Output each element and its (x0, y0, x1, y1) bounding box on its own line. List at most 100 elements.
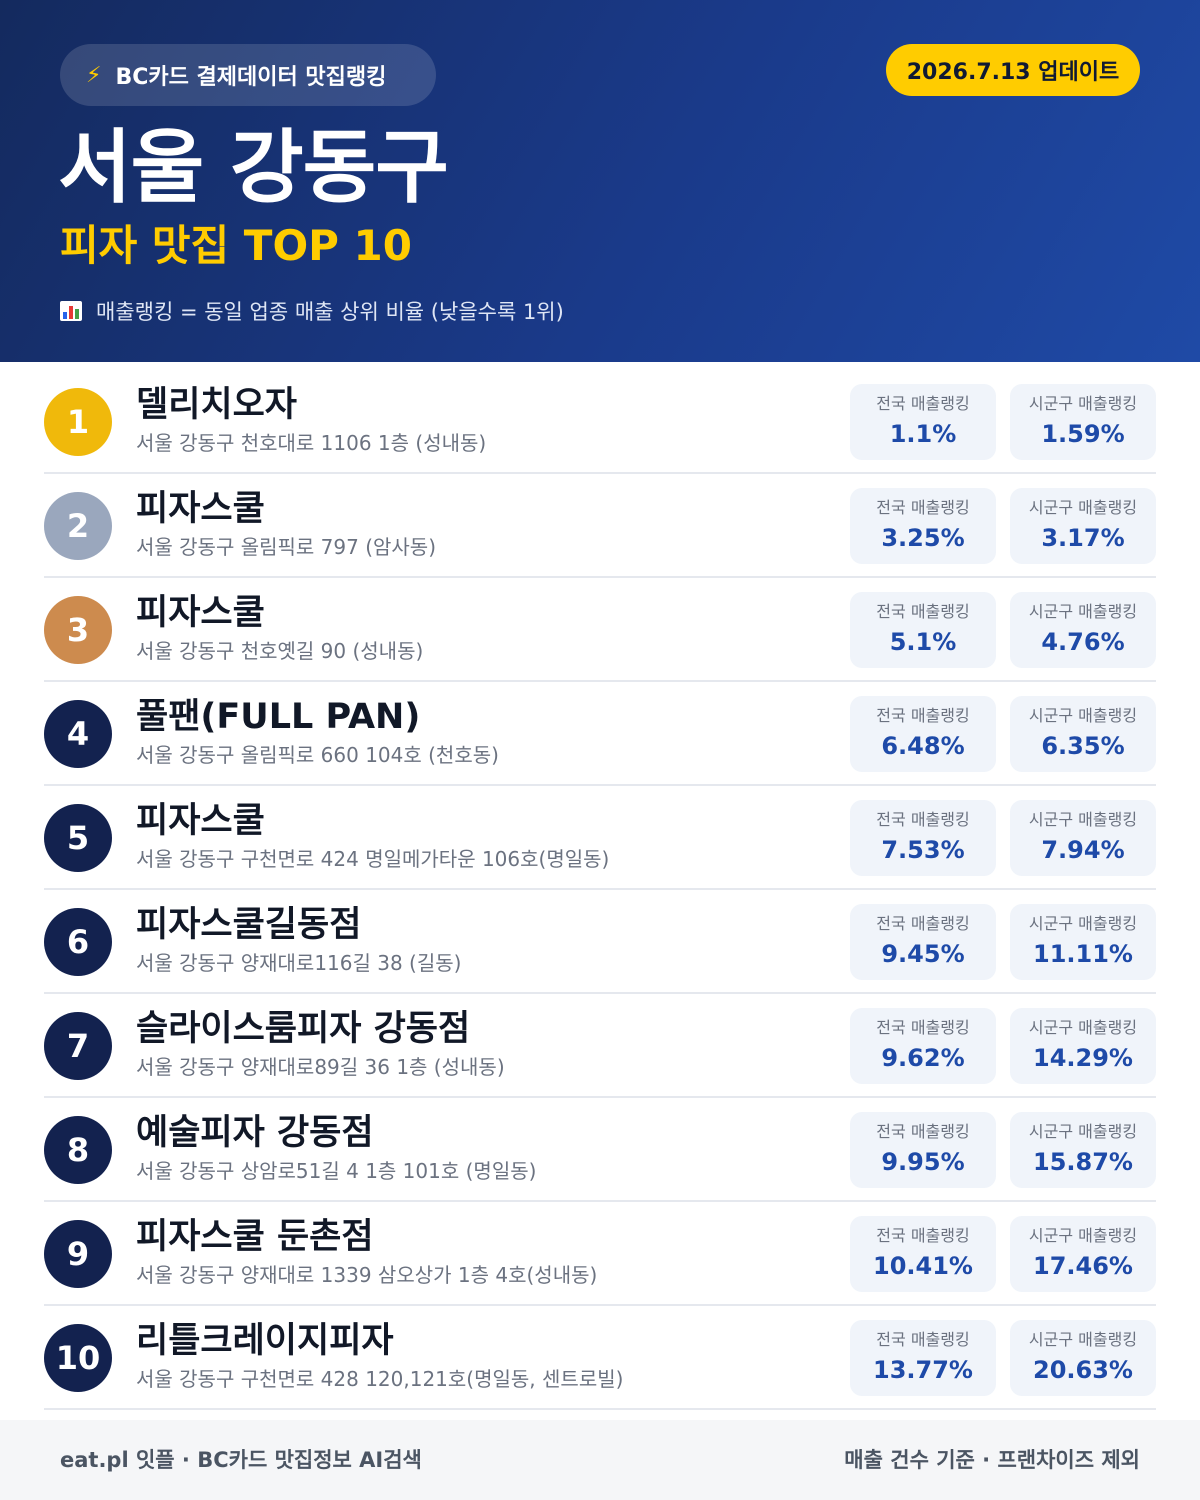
rank-badge: 10 (44, 1324, 112, 1392)
local-ranking-box: 시군구 매출랭킹 17.46% (1010, 1216, 1156, 1292)
restaurant-name: 델리치오자 (136, 385, 298, 425)
rank-badge: 4 (44, 700, 112, 768)
national-ranking-label: 전국 매출랭킹 (876, 498, 970, 517)
national-ranking-box: 전국 매출랭킹 9.62% (850, 1008, 996, 1084)
lightning-icon: ⚡ (86, 62, 102, 88)
national-ranking-box: 전국 매출랭킹 9.95% (850, 1112, 996, 1188)
national-ranking-value: 7.53% (881, 836, 965, 864)
national-ranking-label: 전국 매출랭킹 (876, 706, 970, 725)
restaurant-name: 풀팬(FULL PAN) (136, 697, 421, 737)
footer: eat.pl 잇플 · BC카드 맛집정보 AI검색 매출 건수 기준 · 프랜… (0, 1420, 1200, 1500)
local-ranking-label: 시군구 매출랭킹 (1028, 394, 1138, 413)
rank-badge: 7 (44, 1012, 112, 1080)
rank-badge: 2 (44, 492, 112, 560)
national-ranking-label: 전국 매출랭킹 (876, 394, 970, 413)
local-ranking-label: 시군구 매출랭킹 (1028, 914, 1138, 933)
restaurant-address: 서울 강동구 구천면로 428 120,121호(명일동, 센트로빌) (136, 1367, 624, 1391)
restaurant-address: 서울 강동구 천호옛길 90 (성내동) (136, 639, 424, 663)
rank-badge: 6 (44, 908, 112, 976)
national-ranking-value: 10.41% (873, 1252, 973, 1280)
page-subtitle: 피자 맛집 TOP 10 (60, 221, 413, 270)
local-ranking-label: 시군구 매출랭킹 (1028, 1226, 1138, 1245)
local-ranking-box: 시군구 매출랭킹 7.94% (1010, 800, 1156, 876)
restaurant-name: 피자스쿨 (136, 489, 265, 529)
rank-badge: 8 (44, 1116, 112, 1184)
local-ranking-value: 4.76% (1041, 628, 1125, 656)
national-ranking-label: 전국 매출랭킹 (876, 1330, 970, 1349)
restaurant-row[interactable]: 4 풀팬(FULL PAN) 서울 강동구 올림픽로 660 104호 (천호동) 전… (44, 682, 1156, 786)
page-title: 서울 강동구 (58, 121, 449, 214)
national-ranking-value: 5.1% (889, 628, 957, 656)
header: ⚡ BC카드 결제데이터 맛집랭킹 2026.7.13 업데이트 서울 강동구 … (0, 0, 1200, 362)
rank-badge: 3 (44, 596, 112, 664)
footer-criteria: 매출 건수 기준 · 프랜차이즈 제외 (844, 1448, 1140, 1472)
brand-label: BC카드 결제데이터 맛집랭킹 (115, 65, 387, 90)
local-ranking-value: 6.35% (1041, 732, 1125, 760)
national-ranking-value: 1.1% (889, 420, 957, 448)
local-ranking-box: 시군구 매출랭킹 14.29% (1010, 1008, 1156, 1084)
local-ranking-label: 시군구 매출랭킹 (1028, 498, 1138, 517)
restaurant-row[interactable]: 5 피자스쿨 서울 강동구 구천면로 424 명일메가타운 106호(명일동) 전국 … (44, 786, 1156, 890)
national-ranking-box: 전국 매출랭킹 9.45% (850, 904, 996, 980)
restaurant-row[interactable]: 3 피자스쿨 서울 강동구 천호옛길 90 (성내동) 전국 매출랭킹 5.1% 시군구 … (44, 578, 1156, 682)
brand-badge: ⚡ BC카드 결제데이터 맛집랭킹 (60, 44, 436, 106)
national-ranking-box: 전국 매출랭킹 10.41% (850, 1216, 996, 1292)
local-ranking-value: 20.63% (1033, 1356, 1133, 1384)
national-ranking-value: 9.45% (881, 940, 965, 968)
national-ranking-box: 전국 매출랭킹 5.1% (850, 592, 996, 668)
local-ranking-value: 15.87% (1033, 1148, 1133, 1176)
national-ranking-box: 전국 매출랭킹 7.53% (850, 800, 996, 876)
local-ranking-value: 3.17% (1041, 524, 1125, 552)
ranking-note-text: 매출랭킹 = 동일 업종 매출 상위 비율 (낮을수록 1위) (96, 300, 564, 324)
national-ranking-label: 전국 매출랭킹 (876, 1226, 970, 1245)
rank-badge: 9 (44, 1220, 112, 1288)
national-ranking-value: 9.95% (881, 1148, 965, 1176)
national-ranking-label: 전국 매출랭킹 (876, 1122, 970, 1141)
rank-badge: 1 (44, 388, 112, 456)
local-ranking-label: 시군구 매출랭킹 (1028, 1018, 1138, 1037)
ranking-note: 매출랭킹 = 동일 업종 매출 상위 비율 (낮을수록 1위) (60, 296, 564, 326)
local-ranking-label: 시군구 매출랭킹 (1028, 706, 1138, 725)
restaurant-address: 서울 강동구 양재대로 1339 삼오상가 1층 4호(성내동) (136, 1263, 598, 1287)
restaurant-name: 피자스쿨 (136, 801, 265, 841)
footer-source: eat.pl 잇플 · BC카드 맛집정보 AI검색 (60, 1448, 422, 1472)
restaurant-name: 피자스쿨 둔촌점 (136, 1217, 374, 1257)
local-ranking-box: 시군구 매출랭킹 4.76% (1010, 592, 1156, 668)
restaurant-row[interactable]: 2 피자스쿨 서울 강동구 올림픽로 797 (암사동) 전국 매출랭킹 3.25% 시군… (44, 474, 1156, 578)
local-ranking-value: 7.94% (1041, 836, 1125, 864)
restaurant-name: 슬라이스룸피자 강동점 (136, 1009, 471, 1049)
restaurant-name: 예술피자 강동점 (136, 1113, 374, 1153)
national-ranking-value: 9.62% (881, 1044, 965, 1072)
restaurant-address: 서울 강동구 올림픽로 797 (암사동) (136, 535, 437, 559)
national-ranking-box: 전국 매출랭킹 6.48% (850, 696, 996, 772)
restaurant-name: 피자스쿨 (136, 593, 265, 633)
national-ranking-box: 전국 매출랭킹 1.1% (850, 384, 996, 460)
local-ranking-box: 시군구 매출랭킹 20.63% (1010, 1320, 1156, 1396)
restaurant-name: 피자스쿨길동점 (136, 905, 362, 945)
national-ranking-label: 전국 매출랭킹 (876, 914, 970, 933)
restaurant-address: 서울 강동구 양재대로89길 36 1층 (성내동) (136, 1055, 505, 1079)
local-ranking-label: 시군구 매출랭킹 (1028, 602, 1138, 621)
restaurant-name: 리틀크레이지피자 (136, 1321, 394, 1361)
restaurant-address: 서울 강동구 상암로51길 4 1층 101호 (명일동) (136, 1159, 537, 1183)
national-ranking-box: 전국 매출랭킹 13.77% (850, 1320, 996, 1396)
local-ranking-box: 시군구 매출랭킹 6.35% (1010, 696, 1156, 772)
national-ranking-value: 6.48% (881, 732, 965, 760)
local-ranking-label: 시군구 매출랭킹 (1028, 1330, 1138, 1349)
local-ranking-label: 시군구 매출랭킹 (1028, 810, 1138, 829)
rank-badge: 5 (44, 804, 112, 872)
local-ranking-value: 17.46% (1033, 1252, 1133, 1280)
restaurant-address: 서울 강동구 올림픽로 660 104호 (천호동) (136, 743, 499, 767)
national-ranking-label: 전국 매출랭킹 (876, 1018, 970, 1037)
restaurant-address: 서울 강동구 양재대로116길 38 (길동) (136, 951, 462, 975)
restaurant-address: 서울 강동구 천호대로 1106 1층 (성내동) (136, 431, 487, 455)
update-badge: 2026.7.13 업데이트 (886, 44, 1140, 96)
local-ranking-box: 시군구 매출랭킹 15.87% (1010, 1112, 1156, 1188)
